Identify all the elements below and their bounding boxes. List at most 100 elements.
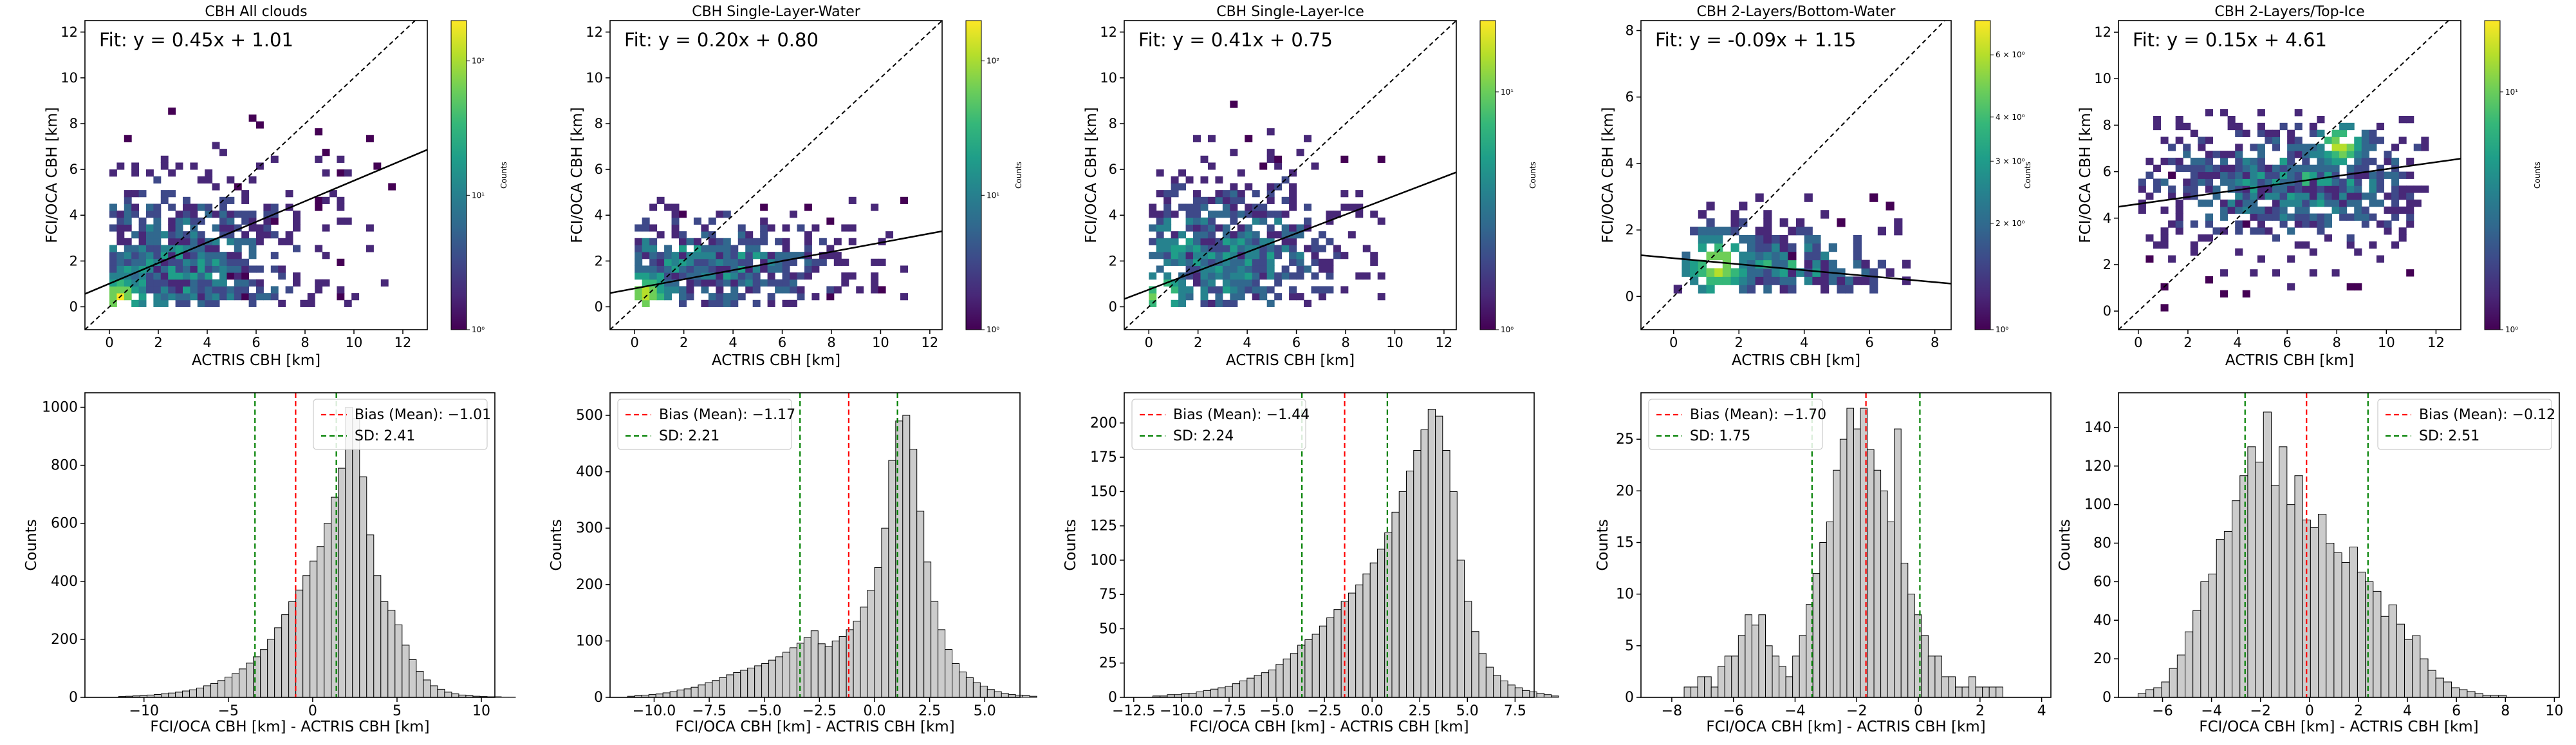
colorbar-tick-label: 10⁰ — [2505, 325, 2518, 334]
one-to-one-line — [1641, 21, 1945, 330]
density-cell — [2205, 199, 2213, 207]
density-cell — [1156, 190, 1164, 198]
histogram-bar — [1340, 601, 1349, 698]
density-cell — [1326, 238, 1334, 245]
density-cell — [1779, 234, 1788, 244]
density-cell — [1193, 203, 1201, 211]
density-cell — [1156, 217, 1164, 225]
density-cell — [2287, 213, 2295, 221]
density-cell — [2302, 178, 2310, 186]
histogram-bar — [1507, 684, 1515, 698]
density-cell — [2309, 178, 2317, 186]
x-tick-label: 10 — [872, 335, 889, 350]
density-cell — [1861, 268, 1870, 277]
density-cell — [2398, 206, 2407, 214]
density-cell — [1230, 286, 1238, 294]
density-cell — [2160, 178, 2169, 186]
density-cell — [2294, 171, 2303, 179]
density-cell — [307, 299, 315, 307]
density-cell — [1348, 203, 1356, 211]
density-cell — [263, 211, 272, 218]
density-cell — [1318, 245, 1326, 252]
density-cell — [168, 279, 176, 287]
density-cell — [168, 286, 176, 294]
histogram-bar — [1737, 635, 1746, 698]
density-cell — [2309, 122, 2317, 131]
density-cell — [205, 293, 213, 301]
density-cell — [1200, 203, 1209, 211]
density-cell — [664, 258, 672, 266]
density-cell — [1739, 268, 1748, 277]
density-cell — [175, 231, 183, 239]
density-cell — [131, 299, 140, 307]
density-cell — [1828, 259, 1837, 269]
histogram-bar — [1543, 694, 1552, 698]
density-cell — [1266, 183, 1275, 191]
density-cell — [1845, 285, 1854, 294]
density-cell — [1706, 285, 1715, 294]
histogram-bar — [1442, 449, 1450, 698]
density-cell — [1266, 258, 1275, 266]
density-cell — [635, 293, 643, 301]
density-cell — [701, 252, 709, 259]
density-cell — [1230, 203, 1238, 211]
density-cell — [841, 224, 849, 232]
density-cell — [1274, 245, 1283, 252]
y-tick-label: 0 — [69, 299, 78, 314]
x-tick-label: −10.0 — [1160, 703, 1203, 719]
density-cell — [1259, 286, 1268, 294]
density-cell — [2227, 206, 2236, 214]
histogram-bar — [1218, 687, 1226, 698]
density-cell — [1779, 285, 1788, 294]
density-cell — [656, 231, 665, 239]
histogram-bar — [1779, 666, 1786, 698]
density-cell — [1193, 258, 1201, 266]
density-cell — [138, 252, 147, 259]
density-cell — [227, 176, 235, 184]
density-cell — [219, 252, 227, 259]
y-axis-label: Counts — [548, 519, 565, 571]
density-cell — [1289, 238, 1297, 245]
density-cell — [2391, 171, 2400, 179]
density-cell — [2138, 178, 2146, 186]
density-cell — [649, 286, 658, 294]
density-cell — [1828, 276, 1837, 285]
density-cell — [168, 252, 176, 259]
histogram-bar — [1529, 691, 1537, 698]
histogram-bar — [726, 674, 734, 698]
panel-title: CBH 2-Layers/Top-Ice — [2214, 4, 2364, 20]
density-cell — [1237, 279, 1245, 287]
histogram-bar — [831, 640, 840, 698]
density-cell — [804, 265, 812, 273]
density-cell — [723, 293, 731, 301]
density-cell — [2227, 178, 2236, 186]
density-cell — [380, 279, 389, 287]
colorbar-tick-label: 10⁰ — [472, 325, 485, 334]
density-cell — [1178, 252, 1187, 259]
density-cell — [175, 217, 183, 225]
x-tick-label: −2.5 — [1307, 703, 1341, 719]
density-cell — [2369, 193, 2377, 200]
histogram-bar — [1427, 409, 1436, 698]
density-cell — [1763, 243, 1772, 252]
density-cell — [2317, 151, 2325, 158]
density-cell — [2272, 193, 2281, 200]
density-cell — [234, 272, 242, 280]
density-cell — [723, 252, 731, 259]
density-cell — [760, 203, 768, 211]
density-cell — [790, 279, 797, 287]
density-cell — [1886, 202, 1895, 211]
density-cell — [797, 272, 805, 280]
y-tick-label: 12 — [60, 24, 78, 40]
density-cell — [737, 224, 746, 232]
density-cell — [168, 231, 176, 239]
density-cell — [205, 272, 213, 280]
histogram-bar — [203, 685, 212, 698]
histogram-bar — [712, 680, 720, 698]
y-tick-label: 400 — [51, 574, 78, 590]
density-cell — [1739, 251, 1748, 261]
density-cell — [293, 217, 301, 225]
density-cell — [1747, 285, 1756, 294]
histogram-bar — [359, 476, 367, 698]
